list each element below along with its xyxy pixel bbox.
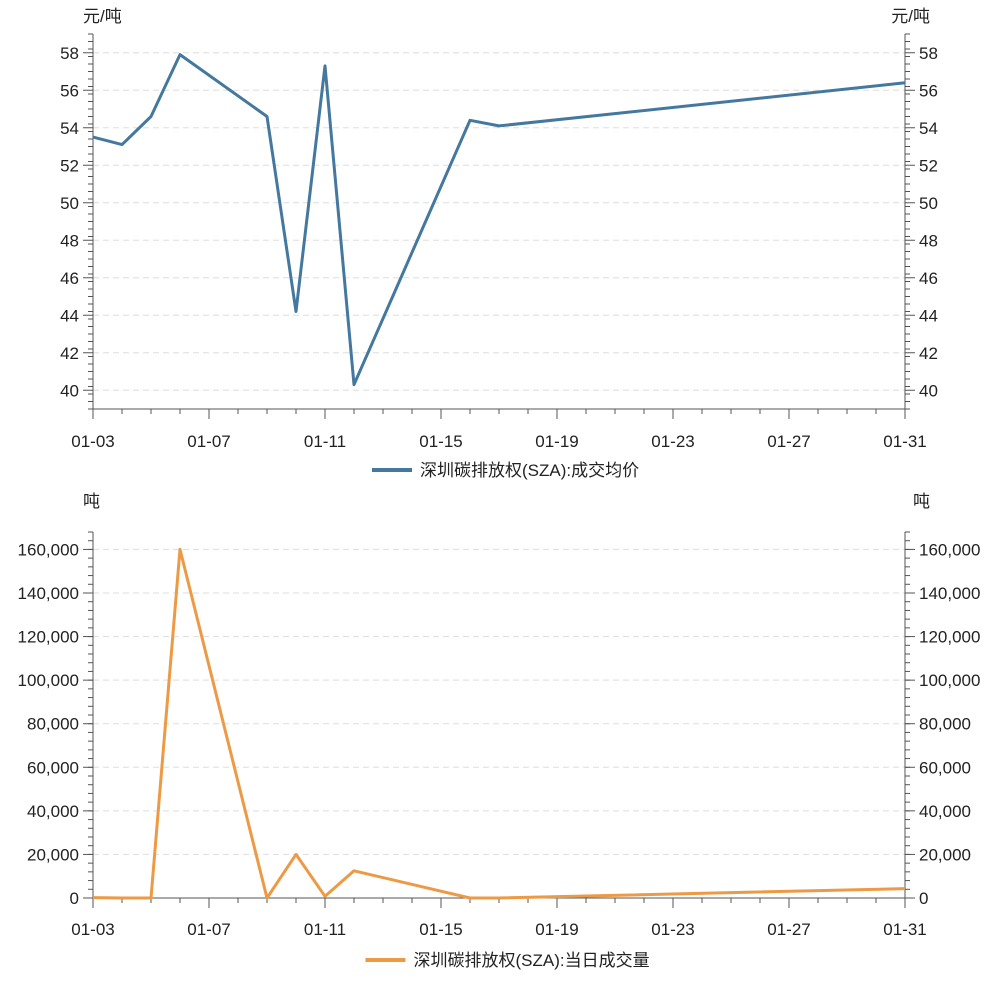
y-tick-label-left: 54	[60, 119, 79, 138]
y-tick-label-right: 54	[919, 119, 938, 138]
x-tick-label: 01-19	[535, 432, 578, 451]
y-tick-label-right: 52	[919, 156, 938, 175]
x-tick-label: 01-15	[419, 920, 462, 939]
x-tick-label: 01-31	[883, 432, 926, 451]
x-tick-label: 01-15	[419, 432, 462, 451]
y-tick-label-left: 44	[60, 306, 79, 325]
y-tick-label-right: 20,000	[919, 845, 971, 864]
y-tick-label-left: 100,000	[18, 671, 79, 690]
chart-panel-1: 40 40 42 42 44 44 46 46 48 48 50 50 52 52 54 54 56 56 58 58…	[60, 7, 938, 480]
y-tick-label-right: 60,000	[919, 758, 971, 777]
x-tick-label: 01-11	[304, 920, 346, 939]
y-tick-label-right: 48	[919, 231, 938, 250]
x-tick-label: 01-07	[187, 432, 230, 451]
x-tick-label: 01-27	[767, 432, 810, 451]
legend-label: 深圳碳排放权(SZA):当日成交量	[414, 951, 650, 970]
y-tick-label-left: 80,000	[27, 715, 79, 734]
legend: 深圳碳排放权(SZA):当日成交量	[365, 951, 650, 970]
x-tick-label: 01-11	[304, 432, 346, 451]
y-tick-label-left: 60,000	[27, 758, 79, 777]
series-line	[92, 547, 906, 900]
y-tick-label-left: 40	[60, 381, 79, 400]
x-tick-label: 01-03	[71, 920, 114, 939]
y-tick-label-right: 44	[919, 306, 938, 325]
y-tick-label-right: 50	[919, 194, 938, 213]
y-tick-label-left: 0	[70, 889, 79, 908]
y-tick-label-left: 140,000	[18, 584, 79, 603]
x-tick-label: 01-23	[651, 920, 694, 939]
y-tick-label-left: 58	[60, 44, 79, 63]
y-tick-label-right: 80,000	[919, 715, 971, 734]
y-tick-label-left: 40,000	[27, 802, 79, 821]
x-tick-label: 01-07	[187, 920, 230, 939]
y-tick-label-left: 42	[60, 344, 79, 363]
series-line	[92, 53, 906, 387]
y-tick-label-right: 140,000	[919, 584, 980, 603]
y-unit-label-left: 元/吨	[83, 7, 122, 26]
y-tick-label-left: 120,000	[18, 628, 79, 647]
y-tick-label-left: 160,000	[18, 540, 79, 559]
y-tick-label-right: 40	[919, 381, 938, 400]
y-tick-label-left: 52	[60, 156, 79, 175]
y-tick-label-right: 160,000	[919, 540, 980, 559]
legend-label: 深圳碳排放权(SZA):成交均价	[420, 461, 639, 480]
x-tick-label: 01-03	[71, 432, 114, 451]
y-tick-label-left: 48	[60, 231, 79, 250]
y-tick-label-right: 120,000	[919, 628, 980, 647]
y-tick-label-right: 0	[919, 889, 928, 908]
y-unit-label-right: 吨	[913, 492, 930, 511]
y-tick-label-right: 100,000	[919, 671, 980, 690]
y-tick-label-left: 56	[60, 81, 79, 100]
y-tick-label-left: 46	[60, 269, 79, 288]
chart-panel-2: 0 0 20,000 20,000 40,000 40,000 60,000 60,000 80…	[18, 492, 981, 970]
x-tick-label: 01-19	[535, 920, 578, 939]
y-tick-label-left: 50	[60, 194, 79, 213]
y-tick-label-right: 46	[919, 269, 938, 288]
y-tick-label-right: 56	[919, 81, 938, 100]
y-tick-label-left: 20,000	[27, 845, 79, 864]
x-tick-label: 01-27	[767, 920, 810, 939]
y-tick-label-right: 42	[919, 344, 938, 363]
x-tick-label: 01-31	[883, 920, 926, 939]
x-tick-label: 01-23	[651, 432, 694, 451]
y-unit-label-left: 吨	[83, 492, 100, 511]
y-tick-label-right: 40,000	[919, 802, 971, 821]
legend: 深圳碳排放权(SZA):成交均价	[372, 461, 639, 480]
y-unit-label-right: 元/吨	[891, 7, 930, 26]
y-tick-label-right: 58	[919, 44, 938, 63]
